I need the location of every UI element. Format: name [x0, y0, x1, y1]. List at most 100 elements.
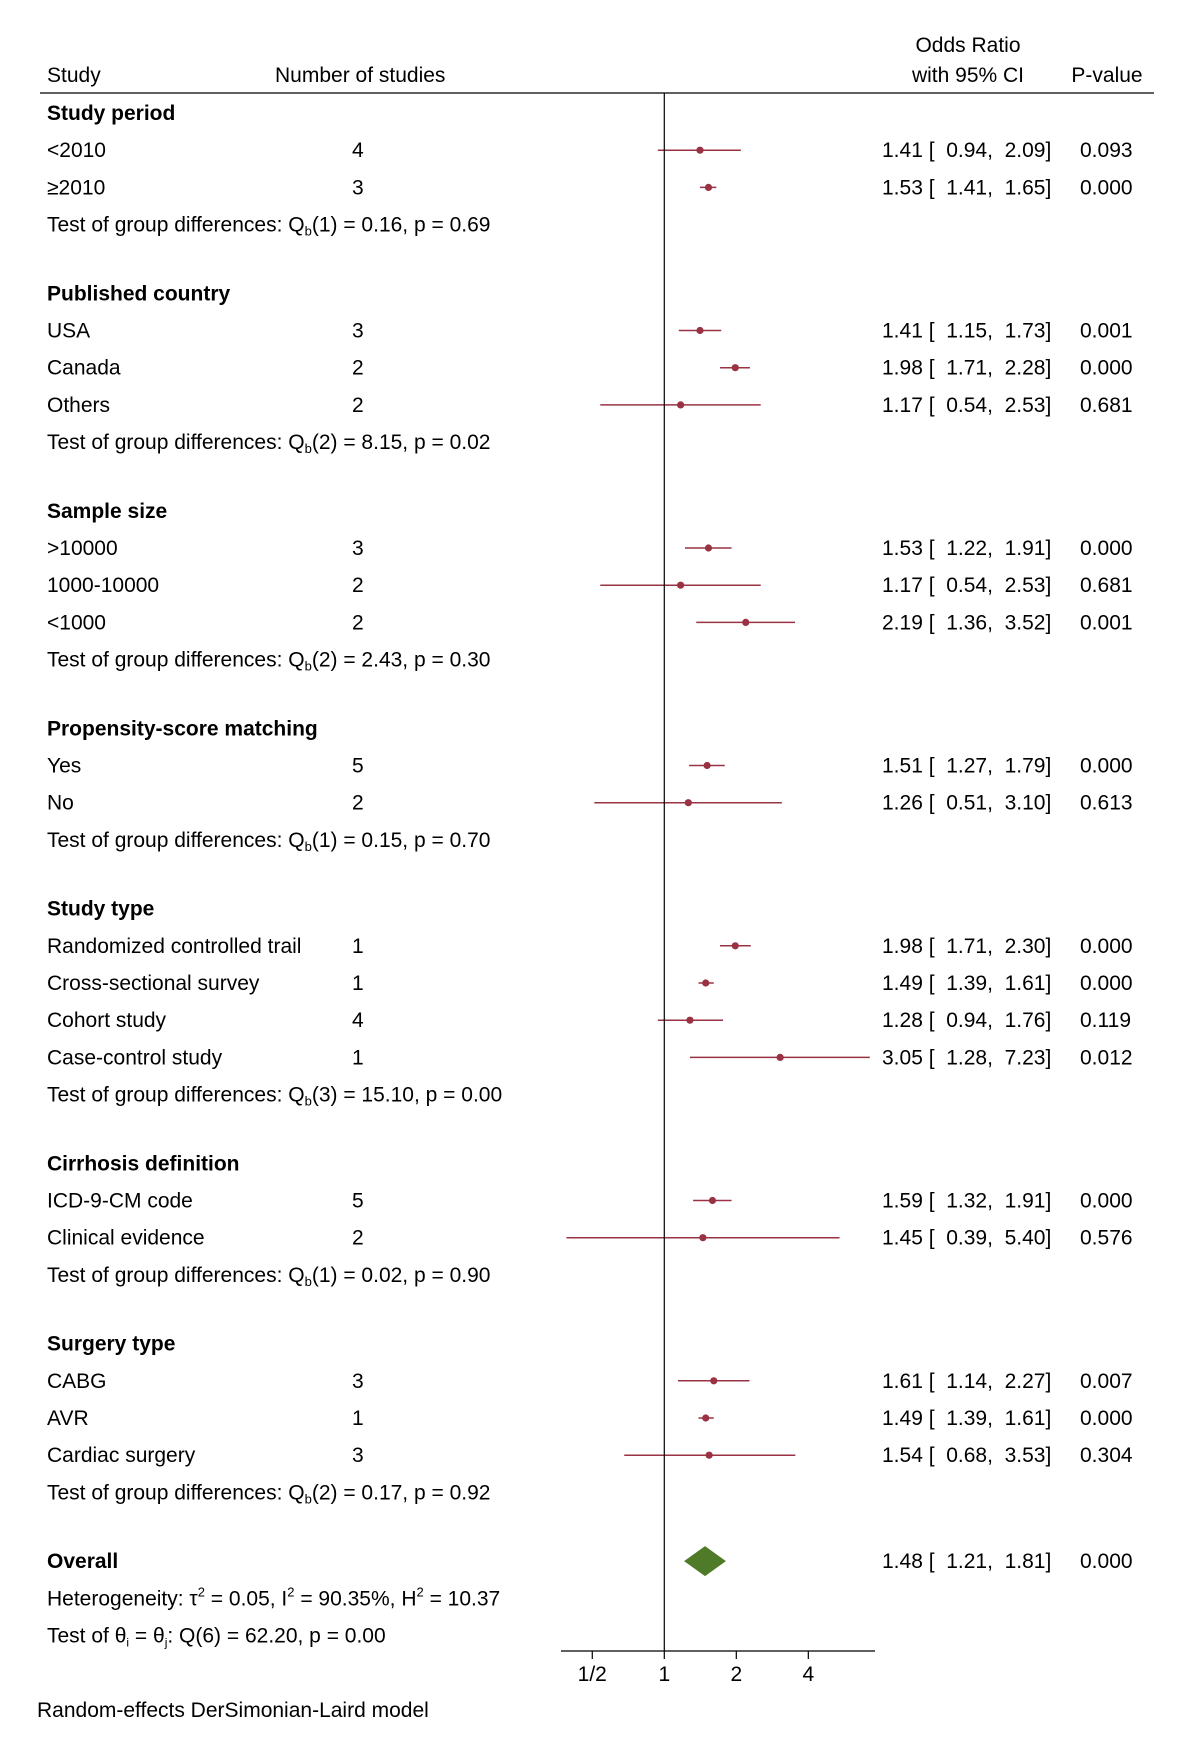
study-row-point: [684, 799, 692, 807]
row-number-of-studies: 3: [352, 1370, 364, 1393]
row-number-of-studies: 1: [352, 972, 364, 995]
group-test-suffix: (2) = 0.17, p = 0.92: [312, 1481, 491, 1504]
row-ci-text: 1.53 [ 1.41, 1.65]: [882, 176, 1051, 199]
row-label: Cohort study: [47, 1009, 167, 1032]
row-number-of-studies: 1: [352, 935, 364, 958]
plot-area: 1/2 1 2 4: [561, 93, 875, 1686]
group-test-text: Test of group differences: Q: [47, 1264, 305, 1287]
group-test-text: Test of group differences: Q: [47, 214, 305, 237]
group-test-subscript: b: [305, 1094, 312, 1109]
group-test-subscript: b: [305, 224, 312, 239]
group-test: Test of group differences: Qb(2) = 0.17,…: [47, 1481, 490, 1506]
row-ci-text: 2.19 [ 1.36, 3.52]: [882, 611, 1051, 634]
row-ci-text: 1.41 [ 1.15, 1.73]: [882, 320, 1051, 343]
forest-rows: Study period <2010 4 1.41 [ 0.94, 2.09] 0.09…: [47, 102, 1133, 1650]
row-ci-text: 1.61 [ 1.14, 2.27]: [882, 1370, 1051, 1393]
table-header: Study Number of studies Odds Ratio with …: [40, 34, 1154, 94]
row-label: >10000: [47, 537, 118, 560]
overall-ci-text: 1.48 [ 1.21, 1.81]: [882, 1550, 1051, 1573]
row-ci-text: 1.41 [ 0.94, 2.09]: [882, 139, 1051, 162]
superscript: 2: [198, 1584, 205, 1599]
row-label: CABG: [47, 1370, 107, 1393]
row-label: Cardiac surgery: [47, 1444, 196, 1467]
header-p-value: P-value: [1071, 64, 1142, 87]
row-p-value: 0.001: [1080, 611, 1133, 634]
row-number-of-studies: 2: [352, 611, 364, 634]
row-number-of-studies: 3: [352, 176, 364, 199]
group-heading: Cirrhosis definition: [47, 1152, 240, 1175]
theta-test-suffix: : Q(6) = 62.20, p = 0.00: [167, 1625, 385, 1648]
row-p-value: 0.304: [1080, 1444, 1133, 1467]
row-label: 1000-10000: [47, 574, 159, 597]
row-label: USA: [47, 320, 90, 343]
row-ci-text: 1.54 [ 0.68, 3.53]: [882, 1444, 1051, 1467]
row-p-value: 0.000: [1080, 755, 1133, 778]
row-number-of-studies: 2: [352, 574, 364, 597]
row-p-value: 0.681: [1080, 394, 1133, 417]
overall-heading: Overall: [47, 1550, 118, 1573]
row-p-value: 0.000: [1080, 537, 1133, 560]
group-heading: Study type: [47, 898, 154, 921]
theta-symbol: θ: [153, 1625, 165, 1648]
group-test-suffix: (1) = 0.02, p = 0.90: [312, 1264, 491, 1287]
theta-test-prefix: Test of: [47, 1625, 115, 1648]
header-odds-ratio: Odds Ratio: [915, 34, 1020, 57]
study-row-point: [677, 401, 685, 409]
row-number-of-studies: 5: [352, 1190, 364, 1213]
group-test-text: Test of group differences: Q: [47, 1481, 305, 1504]
group-test-suffix: (3) = 15.10, p = 0.00: [312, 1084, 502, 1107]
row-label: Yes: [47, 755, 81, 778]
group-test-suffix: (2) = 8.15, p = 0.02: [312, 431, 491, 454]
tau-symbol: τ: [189, 1587, 198, 1610]
study-row-point: [699, 1234, 707, 1242]
row-number-of-studies: 3: [352, 537, 364, 560]
row-ci-text: 1.98 [ 1.71, 2.28]: [882, 357, 1051, 380]
row-ci-text: 1.53 [ 1.22, 1.91]: [882, 537, 1051, 560]
theta-symbol: θ: [115, 1625, 127, 1648]
heterogeneity-text: = 90.35%, H: [295, 1587, 417, 1610]
study-row-point: [702, 979, 710, 987]
group-heading: Propensity-score matching: [47, 717, 318, 740]
row-ci-text: 1.98 [ 1.71, 2.30]: [882, 935, 1051, 958]
row-ci-text: 1.26 [ 0.51, 3.10]: [882, 792, 1051, 815]
group-heading: Sample size: [47, 500, 167, 523]
row-ci-text: 1.49 [ 1.39, 1.61]: [882, 1407, 1051, 1430]
row-p-value: 0.001: [1080, 320, 1133, 343]
group-test-suffix: (1) = 0.15, p = 0.70: [312, 829, 491, 852]
x-tick-label: 1: [658, 1663, 670, 1686]
group-test: Test of group differences: Qb(1) = 0.16,…: [47, 214, 490, 239]
group-test-subscript: b: [305, 1274, 312, 1289]
x-tick-label: 1/2: [578, 1663, 607, 1686]
study-row-point: [710, 1377, 718, 1385]
row-label: Case-control study: [47, 1046, 223, 1069]
study-row-point: [704, 544, 713, 552]
row-p-value: 0.119: [1080, 1009, 1131, 1032]
row-label: ≥2010: [47, 176, 105, 199]
row-number-of-studies: 1: [352, 1046, 364, 1069]
row-p-value: 0.000: [1080, 357, 1133, 380]
study-row-point: [704, 183, 713, 191]
group-test-subscript: b: [305, 441, 312, 456]
row-label: Randomized controlled trail: [47, 935, 301, 958]
study-row-point: [677, 581, 685, 589]
group-test-text: Test of group differences: Q: [47, 829, 305, 852]
header-number-of-studies: Number of studies: [275, 64, 445, 87]
study-row-point: [703, 761, 711, 770]
group-test-subscript: b: [305, 659, 312, 674]
row-label: AVR: [47, 1407, 89, 1430]
row-label: Cross-sectional survey: [47, 972, 260, 995]
theta-test-text: =: [129, 1625, 153, 1648]
row-number-of-studies: 3: [352, 1444, 364, 1467]
footnote: Random-effects DerSimonian-Laird model: [37, 1699, 429, 1722]
row-p-value: 0.613: [1080, 792, 1133, 815]
superscript: 2: [287, 1584, 294, 1599]
row-ci-text: 1.17 [ 0.54, 2.53]: [882, 394, 1051, 417]
row-p-value: 0.576: [1080, 1227, 1133, 1250]
group-test-subscript: b: [305, 839, 312, 854]
row-p-value: 0.000: [1080, 1190, 1133, 1213]
row-ci-text: 3.05 [ 1.28, 7.23]: [882, 1046, 1051, 1069]
row-number-of-studies: 2: [352, 394, 364, 417]
group-test-text: Test of group differences: Q: [47, 431, 305, 454]
study-row-point: [776, 1053, 784, 1061]
